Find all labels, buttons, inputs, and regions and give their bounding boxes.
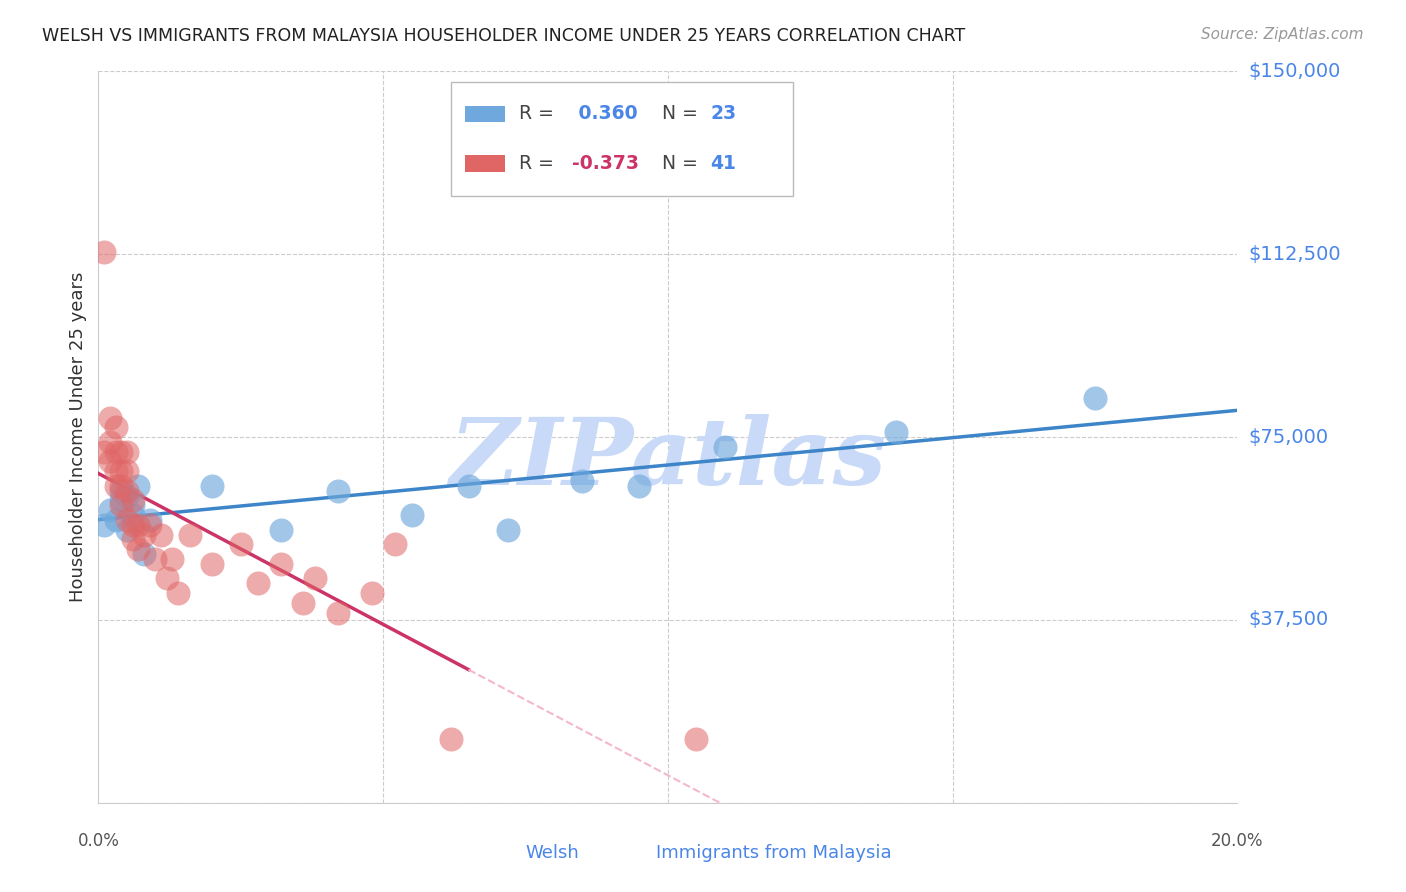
Point	[179, 527, 201, 541]
Point	[145, 552, 167, 566]
Point	[138, 513, 160, 527]
FancyBboxPatch shape	[485, 847, 515, 860]
Text: 41: 41	[710, 154, 737, 173]
Point	[162, 552, 184, 566]
Point	[384, 537, 406, 551]
Point	[115, 489, 138, 503]
Point	[201, 479, 224, 493]
Point	[104, 513, 127, 527]
Point	[628, 479, 651, 493]
Point	[685, 732, 707, 747]
Point	[156, 572, 179, 586]
Point	[98, 410, 121, 425]
Point	[440, 732, 463, 747]
Point	[104, 479, 127, 493]
Point	[1084, 391, 1107, 405]
FancyBboxPatch shape	[451, 82, 793, 195]
Point	[115, 464, 138, 478]
Text: Immigrants from Malaysia: Immigrants from Malaysia	[657, 844, 891, 862]
Point	[270, 523, 292, 537]
Point	[93, 244, 115, 259]
Point	[104, 464, 127, 478]
Point	[115, 483, 138, 498]
Text: Source: ZipAtlas.com: Source: ZipAtlas.com	[1201, 27, 1364, 42]
Point	[121, 533, 143, 547]
Text: R =: R =	[519, 154, 560, 173]
Point	[110, 483, 132, 498]
Point	[98, 434, 121, 449]
Point	[457, 479, 479, 493]
Point	[93, 444, 115, 458]
Y-axis label: Householder Income Under 25 years: Householder Income Under 25 years	[69, 272, 87, 602]
Point	[571, 474, 593, 488]
Point	[229, 537, 252, 551]
Point	[714, 440, 737, 454]
Point	[121, 499, 143, 513]
Point	[360, 586, 382, 600]
Point	[110, 499, 132, 513]
Point	[121, 493, 143, 508]
Text: $112,500: $112,500	[1249, 244, 1341, 264]
Point	[127, 542, 149, 557]
Point	[115, 513, 138, 527]
Point	[884, 425, 907, 440]
Point	[246, 576, 269, 591]
Text: 23: 23	[710, 104, 737, 123]
Point	[498, 523, 520, 537]
Point	[115, 444, 138, 458]
Point	[121, 508, 143, 522]
FancyBboxPatch shape	[617, 847, 645, 860]
Text: 20.0%: 20.0%	[1211, 832, 1264, 850]
Point	[110, 479, 132, 493]
Point	[104, 420, 127, 434]
Point	[127, 479, 149, 493]
Point	[127, 517, 149, 532]
Point	[304, 572, 326, 586]
Point	[326, 483, 349, 498]
Point	[98, 454, 121, 468]
Text: Welsh: Welsh	[526, 844, 579, 862]
Text: $37,500: $37,500	[1249, 610, 1329, 630]
Text: 0.0%: 0.0%	[77, 832, 120, 850]
Text: N =: N =	[650, 154, 704, 173]
Point	[98, 503, 121, 517]
Point	[110, 464, 132, 478]
Text: WELSH VS IMMIGRANTS FROM MALAYSIA HOUSEHOLDER INCOME UNDER 25 YEARS CORRELATION : WELSH VS IMMIGRANTS FROM MALAYSIA HOUSEH…	[42, 27, 966, 45]
Point	[167, 586, 190, 600]
Point	[93, 517, 115, 532]
Text: ZIPatlas: ZIPatlas	[450, 414, 886, 504]
Point	[326, 606, 349, 620]
Text: -0.373: -0.373	[572, 154, 640, 173]
Point	[201, 557, 224, 571]
Point	[121, 517, 143, 532]
Point	[138, 517, 160, 532]
Point	[110, 493, 132, 508]
Text: N =: N =	[650, 104, 704, 123]
FancyBboxPatch shape	[465, 155, 505, 171]
Text: R =: R =	[519, 104, 560, 123]
FancyBboxPatch shape	[465, 106, 505, 122]
Point	[104, 444, 127, 458]
Text: $75,000: $75,000	[1249, 427, 1329, 447]
Point	[150, 527, 173, 541]
Point	[401, 508, 423, 522]
Point	[115, 523, 138, 537]
Text: 0.360: 0.360	[572, 104, 638, 123]
Point	[132, 547, 155, 561]
Point	[270, 557, 292, 571]
Point	[292, 596, 315, 610]
Point	[132, 527, 155, 541]
Point	[110, 444, 132, 458]
Text: $150,000: $150,000	[1249, 62, 1341, 81]
